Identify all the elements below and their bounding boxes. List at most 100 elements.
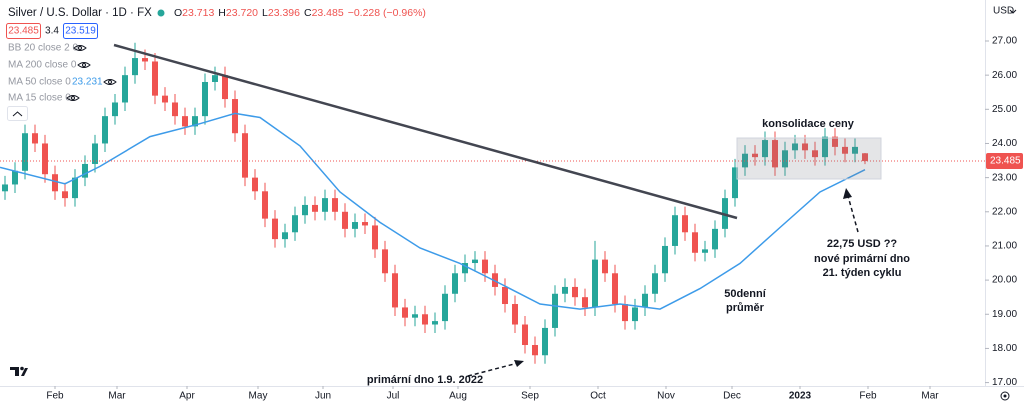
label: H (218, 7, 226, 19)
x-tick-label: Apr (179, 391, 195, 402)
chevron (12, 111, 23, 117)
arrow (467, 362, 519, 377)
candle-body (532, 345, 538, 356)
candle-body (582, 297, 588, 308)
candle-body (672, 215, 678, 246)
arrow (847, 195, 859, 233)
candle-body (152, 61, 158, 96)
candle-body (472, 259, 478, 264)
y-tick-label: 22.00 (992, 206, 1017, 217)
indicator[interactable]: MA 15 close 0 (8, 93, 71, 104)
candle-body (132, 58, 138, 76)
candle-body (292, 215, 298, 233)
candle-body (12, 170, 18, 185)
candle-body (282, 232, 288, 240)
ask-box[interactable] (63, 23, 98, 39)
label: C (304, 7, 312, 19)
annotation: primární dno 1.9. 2022 (367, 374, 483, 386)
y-tick-label: 25.00 (992, 104, 1017, 115)
candle-body (422, 314, 428, 325)
arrowhead (514, 360, 524, 367)
annotation: 22,75 USD ?? (827, 238, 898, 250)
candle-body (82, 163, 88, 178)
dropdown (1009, 9, 1017, 14)
candle-body (182, 116, 188, 127)
candle-body (662, 245, 668, 274)
candle-body (502, 286, 508, 305)
candle-body (802, 143, 808, 151)
trend-line (113, 43, 738, 220)
settings-icon[interactable] (1000, 391, 1010, 401)
price-tag-label: 23.485 (990, 156, 1021, 167)
candle-body (262, 191, 268, 219)
x-tick-label: Feb (859, 391, 877, 402)
candle-body (522, 324, 528, 346)
candle-body (842, 146, 848, 154)
candle-body (792, 143, 798, 151)
eye-icons (66, 45, 117, 101)
spread: 3.4 (45, 26, 59, 37)
indicator[interactable]: MA 200 close 0 (8, 60, 77, 71)
candle-body (462, 263, 468, 274)
candle-body (2, 184, 8, 192)
moving-average (0, 112, 866, 310)
candle-body (762, 140, 768, 158)
candle-body (72, 177, 78, 199)
indicator[interactable]: BB 20 close 2 0 (8, 43, 78, 54)
candle-body (412, 314, 418, 318)
bid-box[interactable] (6, 23, 41, 39)
candle-body (312, 204, 318, 212)
candle-body (562, 286, 568, 294)
change: −0.228 (−0.96%) (348, 7, 426, 19)
candle-body (402, 307, 408, 318)
x-tick-label: 2023 (789, 391, 812, 402)
x-tick-label: Sep (521, 391, 539, 402)
candle-body (452, 273, 458, 294)
candle-body (122, 75, 128, 103)
y-tick-label: 24.00 (992, 138, 1017, 149)
candle-body (342, 211, 348, 229)
currency[interactable]: USD (993, 6, 1014, 17)
candle-body (742, 153, 748, 168)
label: O (174, 7, 182, 19)
candle-body (352, 222, 358, 229)
candle-body (612, 273, 618, 305)
candle-body (272, 218, 278, 240)
candle-body (862, 153, 868, 162)
y-tick-label: 21.00 (992, 241, 1017, 252)
candle-body (772, 140, 778, 168)
candle-body (202, 81, 208, 117)
candle-body (592, 259, 598, 308)
bid: 23.485 (8, 26, 39, 37)
candle-body (632, 307, 638, 322)
candle-body (702, 249, 708, 253)
candle-body (542, 327, 548, 356)
consolidation-box (736, 137, 882, 180)
candle-body (782, 150, 788, 168)
x-tick-label: Aug (449, 391, 467, 402)
candle-body (162, 95, 168, 103)
value: 23.396 (268, 7, 300, 19)
x-tick-label: Jul (387, 391, 400, 402)
ask: 23.519 (65, 26, 96, 37)
candle-body (322, 198, 328, 212)
candle-body (512, 304, 518, 325)
candle-body (172, 102, 178, 117)
y-tick-label: 20.00 (992, 275, 1017, 286)
indicator-value: 23.231 (72, 77, 103, 88)
x-tick-label: Feb (46, 391, 64, 402)
candle-body (832, 136, 838, 147)
y-tick-label: 18.00 (992, 343, 1017, 354)
collapse-button[interactable] (7, 106, 28, 121)
candle-body (92, 143, 98, 164)
indicator[interactable]: MA 50 close 0 (8, 77, 71, 88)
arrowhead (843, 188, 852, 199)
candle-body (32, 133, 38, 144)
value: 23.713 (182, 7, 214, 19)
candle-body (52, 174, 58, 192)
annotation: konsolidace ceny (762, 118, 855, 130)
candle-body (392, 273, 398, 308)
candle-body (382, 249, 388, 274)
